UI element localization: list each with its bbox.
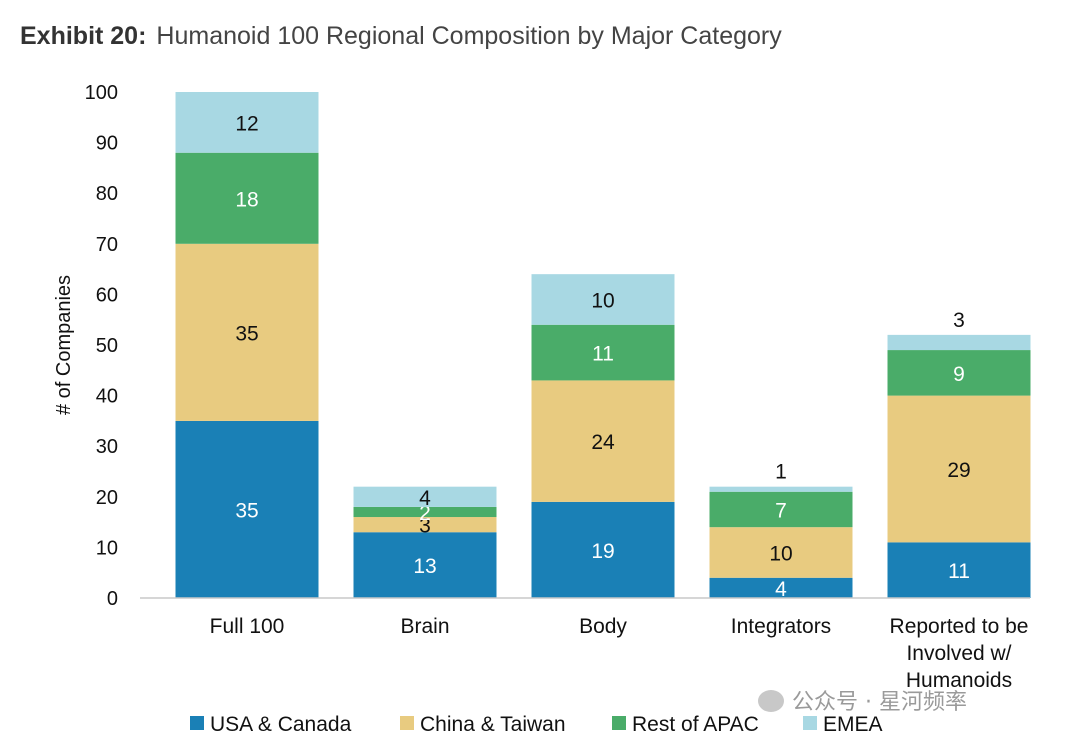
- bar-segment: [353, 517, 497, 533]
- legend-label: USA & Canada: [210, 713, 352, 736]
- y-tick-label: 30: [96, 436, 118, 458]
- bar-segment: [175, 243, 319, 421]
- data-label: 10: [591, 289, 614, 312]
- data-label: 11: [592, 343, 614, 366]
- y-tick-label: 70: [96, 234, 118, 256]
- bar-segment: [887, 395, 1031, 543]
- data-label: 2: [419, 502, 431, 525]
- watermark: 公众号 · 星河频率: [758, 684, 967, 716]
- data-label: 19: [591, 540, 614, 563]
- legend-swatch: [400, 716, 414, 730]
- y-tick-label: 0: [107, 588, 118, 610]
- x-tick-label: Involved w/: [906, 642, 1011, 665]
- chart-title-text: Humanoid 100 Regional Composition by Maj…: [156, 22, 782, 50]
- y-axis-label: # of Companies: [53, 275, 75, 415]
- bar-segment: [175, 92, 319, 153]
- bar-segment: [353, 506, 497, 518]
- x-tick-label: Humanoids: [906, 669, 1012, 692]
- exhibit-label: Exhibit 20:: [20, 22, 147, 50]
- bar-segment: [175, 420, 319, 598]
- watermark-text: 公众号 · 星河频率: [792, 690, 967, 715]
- bar-segment: [175, 152, 319, 244]
- bar-segment: [531, 274, 675, 325]
- chart-title: Exhibit 20: Humanoid 100 Regional Composi…: [20, 22, 782, 51]
- legend-label: China & Taiwan: [420, 713, 566, 736]
- bar-segment: [887, 350, 1031, 396]
- data-label: 1: [775, 461, 787, 484]
- y-tick-label: 90: [96, 133, 118, 155]
- data-label: 10: [769, 542, 792, 565]
- bar-segment: [531, 324, 675, 381]
- bar-segment: [887, 334, 1031, 351]
- x-tick-label: Full 100: [210, 615, 285, 638]
- data-label: 13: [413, 555, 436, 578]
- bar-segment: [531, 380, 675, 502]
- y-tick-label: 60: [96, 284, 118, 306]
- legend-label: Rest of APAC: [632, 713, 759, 736]
- wechat-icon: [758, 690, 784, 712]
- bar-segment: [353, 486, 497, 507]
- data-label: 35: [235, 322, 258, 345]
- data-label: 12: [235, 112, 258, 135]
- data-label: 7: [775, 499, 787, 522]
- y-tick-label: 10: [96, 537, 118, 559]
- y-tick-label: 80: [96, 183, 118, 205]
- y-tick-label: 50: [96, 335, 118, 357]
- x-tick-label: Body: [579, 615, 627, 638]
- bar-segment: [353, 532, 497, 598]
- bar-segment: [709, 577, 853, 598]
- data-label: 24: [591, 431, 615, 454]
- bar-segment: [531, 501, 675, 598]
- legend-swatch: [612, 716, 626, 730]
- data-label: 4: [775, 578, 787, 601]
- data-label: 18: [235, 188, 258, 211]
- bar-segment: [709, 491, 853, 528]
- data-label: 11: [948, 560, 970, 583]
- data-label: 29: [947, 459, 970, 482]
- legend-swatch: [190, 716, 204, 730]
- y-tick-label: 100: [85, 82, 118, 104]
- x-tick-label: Integrators: [731, 615, 831, 638]
- legend-label: EMEA: [823, 713, 883, 736]
- data-label: 9: [953, 363, 965, 386]
- x-tick-label: Brain: [400, 615, 449, 638]
- y-tick-label: 40: [96, 386, 118, 408]
- legend-swatch: [803, 716, 817, 730]
- bar-segment: [709, 527, 853, 578]
- data-label: 3: [953, 309, 965, 332]
- data-label: 35: [235, 499, 258, 522]
- bar-segment: [887, 542, 1031, 598]
- bar-segment: [709, 486, 853, 492]
- data-label: 4: [419, 487, 431, 510]
- y-tick-label: 20: [96, 487, 118, 509]
- data-label: 3: [419, 515, 431, 538]
- x-tick-label: Reported to be: [890, 615, 1029, 638]
